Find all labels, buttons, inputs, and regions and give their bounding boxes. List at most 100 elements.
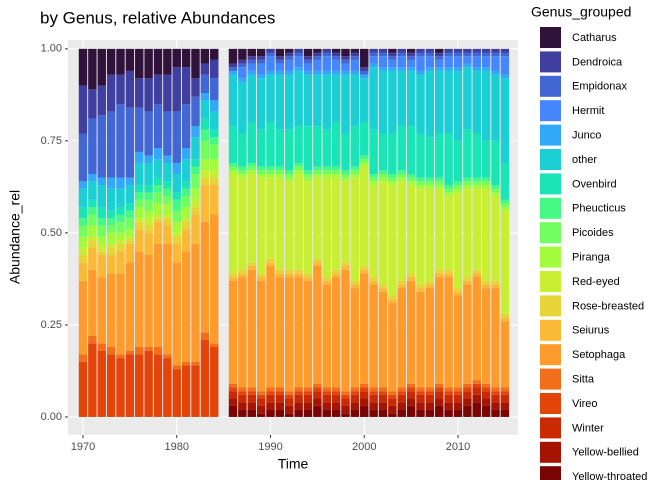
bar-segment (247, 162, 256, 167)
bar-segment (435, 52, 444, 57)
bar-segment (416, 391, 425, 395)
bar-segment (191, 361, 200, 366)
bar-segment (238, 59, 247, 64)
bar-segment (191, 96, 200, 127)
bar-segment (378, 409, 388, 417)
bar-segment (97, 254, 106, 278)
bar-segment (191, 214, 200, 244)
bar-segment (406, 52, 416, 57)
bar-segment (435, 273, 444, 278)
bar-segment (303, 48, 313, 57)
bar-segment (378, 288, 388, 292)
bar-segment (406, 126, 416, 174)
bar-segment (453, 391, 463, 395)
bar-segment (331, 56, 341, 60)
bar-segment (125, 240, 135, 244)
bar-segment (247, 402, 256, 410)
bar-segment (369, 56, 378, 64)
bar-segment (172, 262, 181, 366)
bar-segment (341, 70, 350, 75)
bar-segment (200, 221, 210, 333)
bar-segment (369, 402, 378, 410)
bar-segment (275, 70, 285, 75)
bar-segment (435, 181, 444, 186)
bar-segment (425, 284, 435, 289)
bar-segment (303, 394, 313, 403)
bar-segment (275, 166, 285, 171)
bar-segment (153, 218, 163, 222)
bar-segment (341, 59, 350, 64)
bar-segment (378, 170, 388, 174)
bar-segment (181, 229, 191, 252)
bar-segment (238, 166, 247, 171)
bar-segment (275, 269, 285, 274)
bar-segment (500, 402, 510, 410)
bar-segment (388, 394, 397, 399)
bar-segment (463, 129, 472, 178)
bar-segment (275, 170, 285, 174)
bar-segment (463, 284, 472, 384)
bar-segment (397, 181, 406, 281)
bar-segment (125, 262, 135, 351)
bar-segment (285, 391, 294, 395)
bar-segment (78, 207, 88, 219)
bar-segment (153, 148, 163, 160)
bar-segment (500, 210, 510, 314)
bar-segment (463, 277, 472, 281)
bar-segment (191, 207, 200, 215)
bar-segment (378, 284, 388, 289)
bar-segment (106, 210, 116, 219)
bar-segment (135, 78, 144, 108)
bar-segment (435, 277, 444, 384)
chart-title: by Genus, relative Abundances (40, 8, 275, 27)
bar-segment (378, 48, 388, 53)
bar-segment (88, 89, 97, 119)
legend-key (540, 393, 561, 414)
bar-segment (463, 391, 472, 399)
bar-segment (425, 185, 435, 189)
bar-segment (266, 402, 275, 410)
bar-segment (444, 133, 453, 186)
bar-segment (303, 74, 313, 127)
bar-segment (88, 207, 97, 215)
bar-segment (313, 262, 322, 267)
bar-segment (303, 181, 313, 274)
bar-segment (481, 56, 491, 68)
bar-segment (350, 387, 360, 392)
bar-segment (200, 129, 210, 141)
bar-segment (294, 173, 303, 270)
bar-segment (135, 229, 144, 252)
bar-segment (78, 181, 88, 189)
bar-segment (491, 394, 500, 403)
bar-segment (406, 173, 416, 178)
legend-key (540, 246, 561, 268)
bar-segment (453, 409, 463, 417)
bar-segment (313, 126, 322, 167)
bar-segment (491, 280, 500, 285)
bar-segment (285, 398, 294, 406)
bar-segment (247, 266, 256, 270)
bar-segment (491, 409, 500, 417)
bar-segment (256, 391, 266, 395)
bar-segment (153, 243, 163, 348)
bar-segment (453, 394, 463, 403)
bar-segment (369, 284, 378, 388)
bar-segment (106, 347, 116, 355)
bar-segment (472, 70, 481, 134)
bar-segment (378, 177, 388, 182)
bar-segment (341, 177, 350, 182)
bar-segment (275, 402, 285, 410)
bar-segment (416, 133, 425, 178)
bar-segment (228, 126, 238, 163)
bar-segment (125, 350, 135, 355)
bar-segment (453, 181, 463, 186)
bar-segment (313, 173, 322, 178)
bar-segment (238, 81, 247, 134)
legend-label: Seiurus (572, 325, 610, 337)
bar-segment (406, 273, 416, 278)
bar-segment (172, 67, 181, 112)
bar-segment (406, 405, 416, 417)
bar-segment (425, 188, 435, 281)
bar-segment (106, 111, 116, 178)
bar-segment (200, 48, 210, 64)
